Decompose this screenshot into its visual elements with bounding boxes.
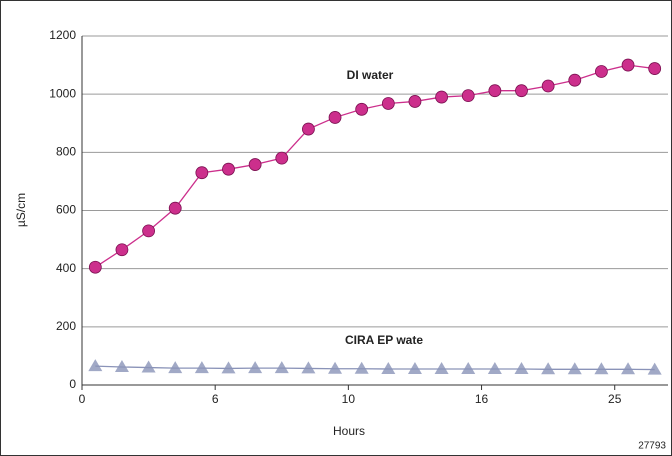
point (435, 90, 448, 104)
x-tick-label: 16 (475, 392, 489, 406)
point (381, 362, 396, 375)
point (621, 58, 635, 72)
point (222, 162, 235, 176)
point (567, 362, 582, 375)
point (114, 359, 129, 372)
point (168, 361, 183, 374)
point (487, 362, 502, 375)
x-tick-label: 10 (342, 392, 356, 406)
y-tick-label: 1000 (49, 86, 76, 100)
point (541, 79, 555, 93)
x-tick-label: 0 (79, 392, 86, 406)
point (195, 166, 209, 180)
figure-number: 27793 (638, 441, 666, 452)
point (115, 243, 129, 257)
point (488, 84, 502, 98)
point (328, 111, 342, 124)
point (142, 224, 155, 238)
point (381, 97, 395, 110)
point (594, 362, 609, 375)
x-axis-label: Hours (333, 424, 365, 438)
series-line (94, 64, 655, 268)
series-line (95, 365, 655, 371)
y-tick-label: 400 (56, 261, 76, 275)
point (328, 361, 343, 374)
point (461, 362, 476, 375)
y-axis-label: µS/cm (14, 193, 28, 227)
point (408, 95, 422, 108)
point (141, 360, 156, 373)
point (248, 361, 263, 374)
point (301, 361, 316, 374)
y-tick-label: 200 (56, 319, 76, 333)
annotation: DI water (347, 68, 394, 82)
point (407, 362, 422, 375)
point (302, 122, 315, 136)
point (568, 73, 582, 87)
point (88, 260, 102, 274)
point (354, 361, 369, 374)
y-tick-label: 800 (56, 145, 76, 159)
point (541, 362, 556, 375)
point (647, 362, 662, 375)
point (168, 201, 182, 215)
point (274, 361, 289, 374)
y-tick-label: 0 (69, 377, 76, 391)
x-tick-label: 25 (608, 392, 622, 406)
point (648, 62, 662, 75)
x-tick-label: 6 (212, 392, 219, 406)
point (88, 359, 103, 372)
point (621, 362, 636, 375)
point (355, 102, 369, 116)
point (221, 361, 236, 374)
point (595, 65, 608, 78)
annotation: CIRA EP wate (345, 333, 423, 347)
y-tick-label: 1200 (49, 28, 76, 42)
y-tick-label: 600 (56, 203, 76, 217)
point (514, 362, 529, 375)
point (248, 158, 262, 171)
point (275, 151, 289, 165)
point (515, 84, 528, 98)
point (434, 362, 449, 375)
point (461, 89, 475, 103)
point (194, 361, 209, 374)
